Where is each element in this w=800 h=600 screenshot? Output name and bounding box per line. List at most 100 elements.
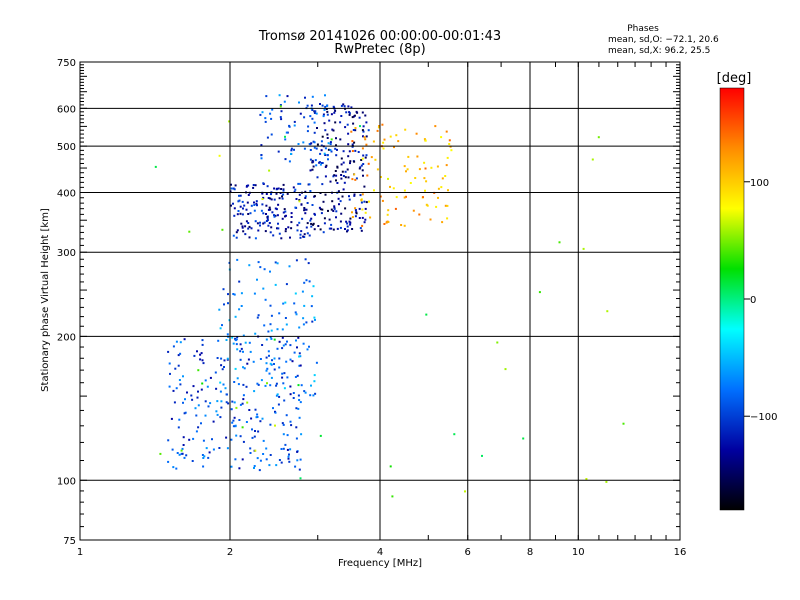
data-point <box>341 170 344 173</box>
data-point <box>369 216 372 219</box>
data-point <box>241 458 244 461</box>
data-point <box>337 197 340 200</box>
data-point <box>245 220 248 223</box>
data-point <box>329 149 332 151</box>
data-point <box>270 337 273 340</box>
data-point <box>333 205 336 208</box>
data-point <box>231 336 234 339</box>
data-point <box>297 394 300 397</box>
data-point <box>283 208 286 211</box>
data-point <box>247 184 250 187</box>
data-point <box>293 120 296 123</box>
data-point <box>326 110 329 113</box>
data-point <box>382 147 385 150</box>
data-point <box>444 204 447 207</box>
data-point <box>361 193 364 196</box>
data-point <box>249 350 252 353</box>
data-point <box>348 111 351 114</box>
data-point <box>329 180 332 183</box>
data-point <box>299 236 302 239</box>
data-point <box>249 212 252 215</box>
data-point <box>446 217 449 220</box>
data-point <box>448 139 451 142</box>
data-point <box>364 207 367 210</box>
data-point <box>259 420 262 423</box>
data-point <box>376 129 379 132</box>
data-point <box>154 165 157 168</box>
data-point <box>239 350 242 353</box>
data-point <box>374 158 377 161</box>
data-point <box>337 190 340 193</box>
data-point <box>242 207 244 210</box>
data-point <box>363 185 366 188</box>
data-point <box>234 339 237 342</box>
data-point <box>172 345 175 348</box>
data-point <box>268 464 271 467</box>
data-point <box>330 227 333 230</box>
data-point <box>258 469 261 472</box>
data-point <box>320 212 323 215</box>
data-point <box>302 141 305 144</box>
data-point <box>293 190 296 193</box>
data-point <box>302 342 305 345</box>
grid-layer <box>80 62 680 540</box>
y-tick-label: 600 <box>57 104 76 115</box>
data-point <box>185 454 188 457</box>
data-point <box>245 208 248 211</box>
data-point <box>404 128 407 131</box>
data-point <box>301 290 304 293</box>
data-point <box>319 434 322 437</box>
data-point <box>251 436 254 439</box>
data-point <box>319 208 322 211</box>
data-point <box>265 220 268 222</box>
data-point <box>268 354 270 357</box>
data-point <box>351 216 354 218</box>
data-point <box>336 148 338 151</box>
data-point <box>311 320 314 323</box>
data-point <box>378 125 381 127</box>
stats-heading: Phases <box>627 24 659 34</box>
data-point <box>182 444 185 446</box>
data-point <box>296 450 299 453</box>
data-point <box>294 188 297 191</box>
data-point <box>262 196 265 199</box>
data-point <box>354 149 357 152</box>
data-point <box>211 438 213 441</box>
data-point <box>288 460 291 463</box>
data-point <box>275 384 278 387</box>
data-point <box>348 150 351 153</box>
data-point <box>283 387 286 390</box>
data-point <box>253 201 255 204</box>
data-point <box>310 222 313 225</box>
data-point <box>322 115 325 118</box>
data-point <box>295 259 298 262</box>
data-point <box>247 213 250 215</box>
data-point <box>355 212 358 215</box>
data-point <box>275 464 278 467</box>
y-axis-label: Stationary phase Virtual Height [km] <box>40 208 51 392</box>
data-point <box>309 115 312 118</box>
data-point <box>284 228 287 230</box>
data-point <box>290 216 293 218</box>
data-point <box>256 416 259 418</box>
data-point <box>240 292 243 295</box>
data-point <box>344 207 347 210</box>
data-point <box>440 186 443 189</box>
data-point <box>364 138 367 141</box>
data-point <box>261 203 264 206</box>
data-point <box>381 199 384 202</box>
data-point <box>412 209 415 212</box>
data-point <box>335 216 337 219</box>
data-point <box>326 104 328 107</box>
data-point <box>481 454 483 457</box>
data-point <box>358 167 361 170</box>
data-point <box>277 227 280 230</box>
data-point <box>182 375 184 378</box>
data-point <box>234 184 237 187</box>
data-point <box>441 177 444 180</box>
data-point <box>285 283 288 286</box>
data-point <box>340 104 343 107</box>
data-point <box>323 152 326 155</box>
data-point <box>274 207 277 210</box>
data-point <box>300 433 303 436</box>
